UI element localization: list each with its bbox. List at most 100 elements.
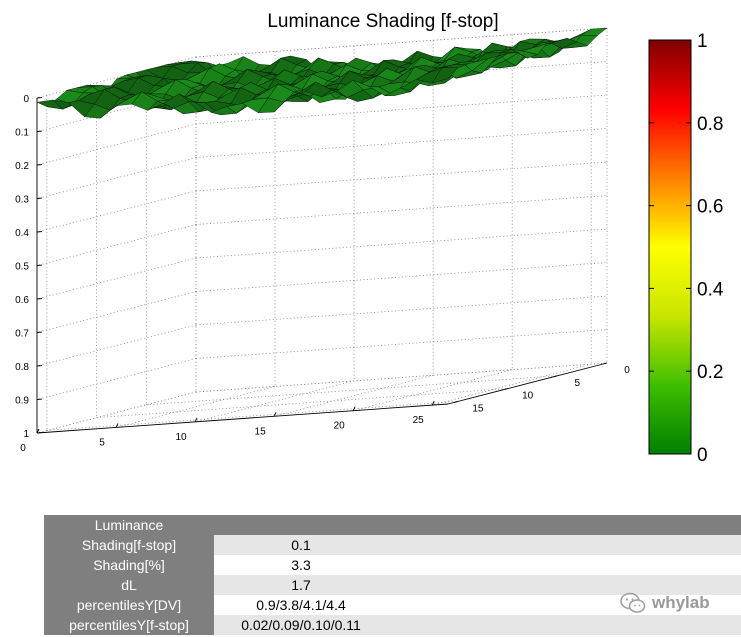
surface-patch bbox=[431, 67, 459, 84]
x-tick-label: 15 bbox=[255, 426, 267, 437]
colorbar-ticks: 0 0.2 0.4 0.6 0.8 1 bbox=[649, 31, 724, 466]
x-tick-mark bbox=[36, 428, 40, 434]
x-tick-label: 0 bbox=[20, 443, 26, 454]
x-tick-mark bbox=[352, 406, 356, 411]
stats-value: 3.3 bbox=[214, 555, 388, 575]
y-tick-label: 0 bbox=[624, 365, 630, 376]
y-tick-mark bbox=[503, 388, 508, 391]
grid-line bbox=[146, 375, 558, 406]
grid-line bbox=[36, 391, 197, 434]
stats-row-shading-fstop: Shading[f-stop] 0.1 bbox=[44, 535, 741, 555]
grid-line bbox=[36, 291, 197, 333]
grid-line bbox=[36, 56, 197, 99]
y-axis-line bbox=[447, 362, 608, 405]
colorbar-tick-label: 0.6 bbox=[697, 197, 723, 218]
stats-label: percentilesY[DV] bbox=[44, 595, 214, 615]
axis-ticks: 00.10.20.30.40.50.60.70.80.9105101520250… bbox=[15, 94, 630, 454]
shading-surface bbox=[36, 27, 608, 119]
grid-line bbox=[195, 228, 608, 259]
y-tick-mark bbox=[553, 375, 558, 378]
grid-line bbox=[36, 123, 197, 166]
grid-line bbox=[36, 324, 197, 367]
stats-header-row: Luminance bbox=[44, 515, 741, 535]
grid-line bbox=[195, 195, 608, 225]
watermark-text: whylab bbox=[652, 593, 710, 612]
grid-line bbox=[36, 224, 197, 266]
axes-lines bbox=[36, 97, 608, 434]
z-tick-label: 0.7 bbox=[15, 329, 29, 340]
y-tick-mark bbox=[602, 362, 608, 365]
grid-line bbox=[115, 386, 276, 428]
grid-line bbox=[36, 358, 197, 400]
z-tick-label: 0 bbox=[23, 94, 29, 105]
z-tick-label: 0.9 bbox=[15, 396, 29, 407]
stats-row-dl: dL 1.7 bbox=[44, 575, 741, 595]
grid-line bbox=[432, 363, 592, 406]
x-tick-mark bbox=[273, 412, 277, 417]
x-axis-line bbox=[36, 403, 449, 434]
x-tick-label: 5 bbox=[99, 437, 105, 448]
stats-label: Shading[%] bbox=[44, 555, 214, 575]
stats-row-percentiles-fstop: percentilesY[f-stop] 0.02/0.09/0.10/0.11 bbox=[44, 615, 741, 635]
stats-value: 1.7 bbox=[214, 575, 388, 595]
stats-row-shading-percent: Shading[%] 3.3 bbox=[44, 555, 741, 575]
grid-line bbox=[195, 362, 608, 393]
colorbar-tick-label: 0.8 bbox=[697, 114, 723, 135]
x-tick-mark bbox=[115, 423, 119, 428]
stats-row-percentiles-dv: percentilesY[DV] 0.9/3.8/4.1/4.4 bbox=[44, 595, 741, 615]
wechat-icon bbox=[620, 592, 646, 613]
z-tick-label: 0.3 bbox=[15, 195, 29, 206]
stats-value: 0.02/0.09/0.10/0.11 bbox=[214, 615, 388, 635]
chart-title: Luminance Shading [f-stop] bbox=[267, 11, 498, 32]
stats-header-label: Luminance bbox=[44, 515, 214, 535]
stats-label: Shading[f-stop] bbox=[44, 535, 214, 555]
luminance-shading-figure: Luminance Shading [f-stop] 0 0.1 0.2 0.3 0.4… bbox=[15, 11, 724, 466]
grid-line bbox=[36, 190, 197, 233]
colorbar-scale bbox=[648, 39, 692, 455]
z-tick-label: 0.4 bbox=[15, 228, 29, 239]
colorbar-tick-label: 0.4 bbox=[697, 279, 724, 300]
stats-table: Luminance Shading[f-stop] 0.1 Shading[%]… bbox=[44, 515, 741, 635]
colorbar-tick-label: 0.2 bbox=[697, 362, 723, 383]
y-tick-label: 15 bbox=[472, 403, 484, 414]
grid-line bbox=[195, 329, 608, 359]
z-tick-label: 0.8 bbox=[15, 362, 29, 373]
grid-line bbox=[195, 27, 608, 58]
colorbar: 0 0.2 0.4 0.6 0.8 1 bbox=[648, 31, 724, 466]
grid-line bbox=[195, 161, 608, 192]
grid-line bbox=[353, 369, 513, 412]
colorbar-tick-label: 0 bbox=[697, 445, 708, 466]
z-tick-label: 0.5 bbox=[15, 262, 29, 273]
grid-line bbox=[36, 157, 197, 199]
x-tick-label: 10 bbox=[176, 432, 188, 443]
z-tick-label: 0.2 bbox=[15, 161, 29, 172]
stats-value: 0.1 bbox=[214, 535, 388, 555]
x-tick-mark bbox=[194, 417, 198, 423]
z-tick-label: 0.1 bbox=[15, 128, 29, 139]
colorbar-tick-label: 1 bbox=[697, 31, 708, 52]
grid-line bbox=[46, 401, 458, 431]
stats-label: dL bbox=[44, 575, 214, 595]
grid-line bbox=[195, 380, 355, 423]
grid-line bbox=[36, 257, 197, 300]
x-tick-label: 25 bbox=[413, 415, 425, 426]
z-tick-label: 1 bbox=[23, 429, 29, 440]
axes-grid bbox=[36, 27, 608, 434]
grid-line bbox=[36, 90, 197, 132]
grid-line bbox=[195, 61, 608, 91]
y-tick-label: 10 bbox=[522, 391, 534, 402]
z-tick-label: 0.6 bbox=[15, 295, 29, 306]
x-tick-label: 20 bbox=[334, 421, 346, 432]
y-tick-mark bbox=[453, 401, 459, 403]
stats-value: 0.9/3.8/4.1/4.4 bbox=[214, 595, 388, 615]
grid-line bbox=[96, 388, 508, 418]
grid-line bbox=[195, 128, 608, 158]
y-tick-label: 5 bbox=[575, 378, 581, 389]
x-tick-mark bbox=[431, 400, 435, 406]
watermark: whylab bbox=[620, 592, 710, 614]
grid-line bbox=[195, 262, 608, 292]
stats-label: percentilesY[f-stop] bbox=[44, 615, 214, 635]
grid-line bbox=[274, 374, 434, 417]
grid-line bbox=[195, 295, 608, 326]
grid-line bbox=[195, 94, 608, 125]
